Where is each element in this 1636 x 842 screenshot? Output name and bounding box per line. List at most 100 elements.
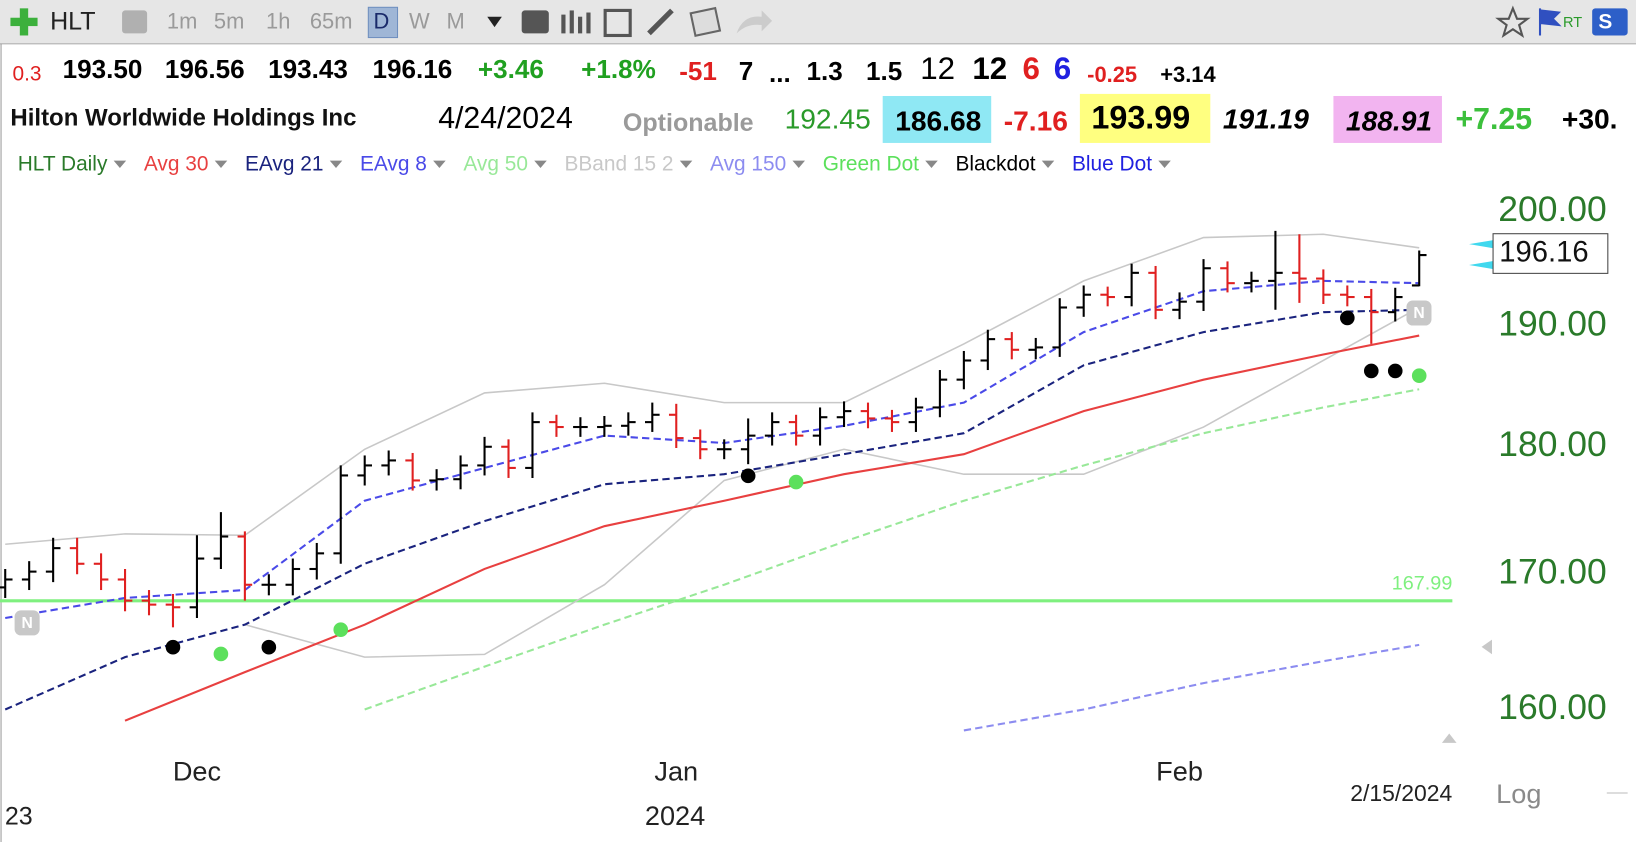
toolbar bbox=[0, 0, 1636, 44]
signal-dot bbox=[333, 622, 349, 638]
legend-entry[interactable]: Avg 30 bbox=[144, 152, 209, 175]
quote: 1.5 bbox=[866, 56, 902, 86]
quote: -0.25 bbox=[1087, 62, 1137, 87]
legend-dropdown bbox=[679, 160, 693, 168]
interval[interactable]: 1h bbox=[266, 9, 290, 34]
horizontal-line-label: 167.99 bbox=[1392, 572, 1453, 594]
legend-entry[interactable]: Avg 50 bbox=[463, 152, 528, 175]
bars-icon[interactable] bbox=[561, 10, 591, 34]
optionable: Optionable bbox=[623, 109, 754, 137]
flag-icon[interactable] bbox=[1538, 8, 1562, 36]
legend-entry[interactable]: HLT Daily bbox=[18, 152, 108, 175]
info-value: +30. bbox=[1562, 102, 1618, 134]
quote: 1.3 bbox=[807, 56, 843, 86]
year-label: 23 bbox=[5, 803, 33, 831]
y-tick-label: 170.00 bbox=[1498, 552, 1606, 592]
company-name: Hilton Worldwide Holdings Inc bbox=[10, 104, 356, 131]
rt-label[interactable]: RT bbox=[1563, 15, 1582, 31]
signal-dot bbox=[740, 468, 756, 484]
signal-dot bbox=[1387, 363, 1403, 379]
legend-entry[interactable]: Blue Dot bbox=[1072, 152, 1152, 175]
info-value: +7.25 bbox=[1455, 103, 1532, 136]
legend-entry[interactable]: Avg 150 bbox=[710, 152, 786, 175]
interval-dropdown[interactable] bbox=[487, 16, 502, 28]
scale-toggle[interactable]: Log bbox=[1496, 778, 1541, 809]
quote: 6 bbox=[1023, 51, 1040, 86]
signal-dot bbox=[1340, 310, 1355, 326]
signal-dot bbox=[261, 639, 277, 655]
quote-change-pct: +1.8% bbox=[581, 54, 656, 84]
quote: 6 bbox=[1054, 51, 1071, 86]
share-icon[interactable] bbox=[736, 10, 773, 34]
indicator-line bbox=[364, 388, 1420, 711]
legend-entry[interactable]: Green Dot bbox=[823, 152, 919, 175]
interval[interactable]: D bbox=[374, 9, 390, 34]
quote-open: 193.50 bbox=[63, 54, 143, 84]
legend-dropdown bbox=[1041, 160, 1055, 168]
news-badge[interactable] bbox=[14, 610, 40, 636]
add-icon[interactable] bbox=[10, 8, 38, 36]
info-highlight bbox=[1079, 93, 1211, 143]
scroll-marker bbox=[1481, 639, 1493, 655]
price-pointer bbox=[1469, 260, 1495, 270]
quote: 12 bbox=[920, 51, 955, 86]
print-icon[interactable] bbox=[122, 10, 148, 34]
star-icon[interactable] bbox=[1495, 5, 1531, 38]
y-tick-label: 200.00 bbox=[1498, 189, 1606, 229]
news-badge-label[interactable]: N bbox=[1413, 305, 1424, 322]
interval[interactable]: M bbox=[447, 9, 465, 34]
info-value: 193.99 bbox=[1091, 100, 1190, 136]
quote: 7 bbox=[739, 56, 754, 86]
pencil-icon[interactable] bbox=[647, 8, 674, 36]
info-value: 186.68 bbox=[895, 105, 981, 137]
info-highlight bbox=[1333, 95, 1442, 143]
quote-change: +3.46 bbox=[478, 54, 544, 84]
legend-entry[interactable]: EAvg 21 bbox=[245, 152, 323, 175]
legend-dropdown bbox=[329, 160, 343, 168]
quote: 12 bbox=[972, 51, 1007, 86]
interval[interactable]: 1m bbox=[167, 9, 197, 34]
interval-selected[interactable] bbox=[367, 6, 399, 39]
y-tick-label: 180.00 bbox=[1498, 424, 1606, 464]
type-icon[interactable] bbox=[521, 10, 549, 34]
s-button[interactable] bbox=[1592, 8, 1628, 36]
info-value: -7.16 bbox=[1004, 105, 1068, 137]
news-badge[interactable] bbox=[1406, 300, 1432, 326]
table-icon[interactable] bbox=[603, 8, 632, 38]
signal-dot bbox=[1411, 368, 1427, 383]
info-highlight bbox=[882, 95, 992, 143]
price-pointer bbox=[1469, 239, 1495, 249]
interval[interactable]: W bbox=[409, 9, 430, 34]
quote-high: 196.56 bbox=[165, 54, 245, 84]
legend-dropdown bbox=[214, 160, 228, 168]
quote-close: 196.16 bbox=[372, 54, 452, 84]
signal-dot bbox=[213, 646, 229, 662]
legend-entry[interactable]: Blackdot bbox=[955, 152, 1035, 175]
legend-entry[interactable]: BBand 15 2 bbox=[564, 152, 673, 175]
x-tick-label: Jan bbox=[654, 755, 698, 786]
indicator-line bbox=[963, 643, 1420, 732]
s-label[interactable]: S bbox=[1598, 10, 1612, 33]
plot-area bbox=[0, 230, 1453, 732]
interval[interactable]: 65m bbox=[310, 9, 353, 34]
notes-icon[interactable] bbox=[689, 6, 722, 37]
info-value: 188.91 bbox=[1346, 105, 1432, 137]
legend-entry[interactable]: EAvg 8 bbox=[360, 152, 427, 175]
info-value: 191.19 bbox=[1223, 102, 1309, 134]
symbol[interactable]: HLT bbox=[50, 8, 95, 36]
signal-dot bbox=[165, 639, 181, 655]
interval[interactable]: 5m bbox=[214, 9, 244, 34]
indicator-line bbox=[4, 308, 1420, 711]
legend-dropdown bbox=[1158, 160, 1171, 168]
quote: +3.14 bbox=[1160, 62, 1216, 87]
last-price-box bbox=[1492, 233, 1609, 274]
y-tick-label: 190.00 bbox=[1498, 304, 1606, 344]
signal-dot bbox=[1363, 363, 1379, 379]
legend-dropdown bbox=[433, 160, 446, 168]
scroll-marker bbox=[1441, 733, 1457, 743]
band-lower bbox=[244, 306, 1420, 658]
news-badge-label[interactable]: N bbox=[21, 615, 32, 632]
cursor-date: 2/15/2024 bbox=[1350, 780, 1452, 806]
